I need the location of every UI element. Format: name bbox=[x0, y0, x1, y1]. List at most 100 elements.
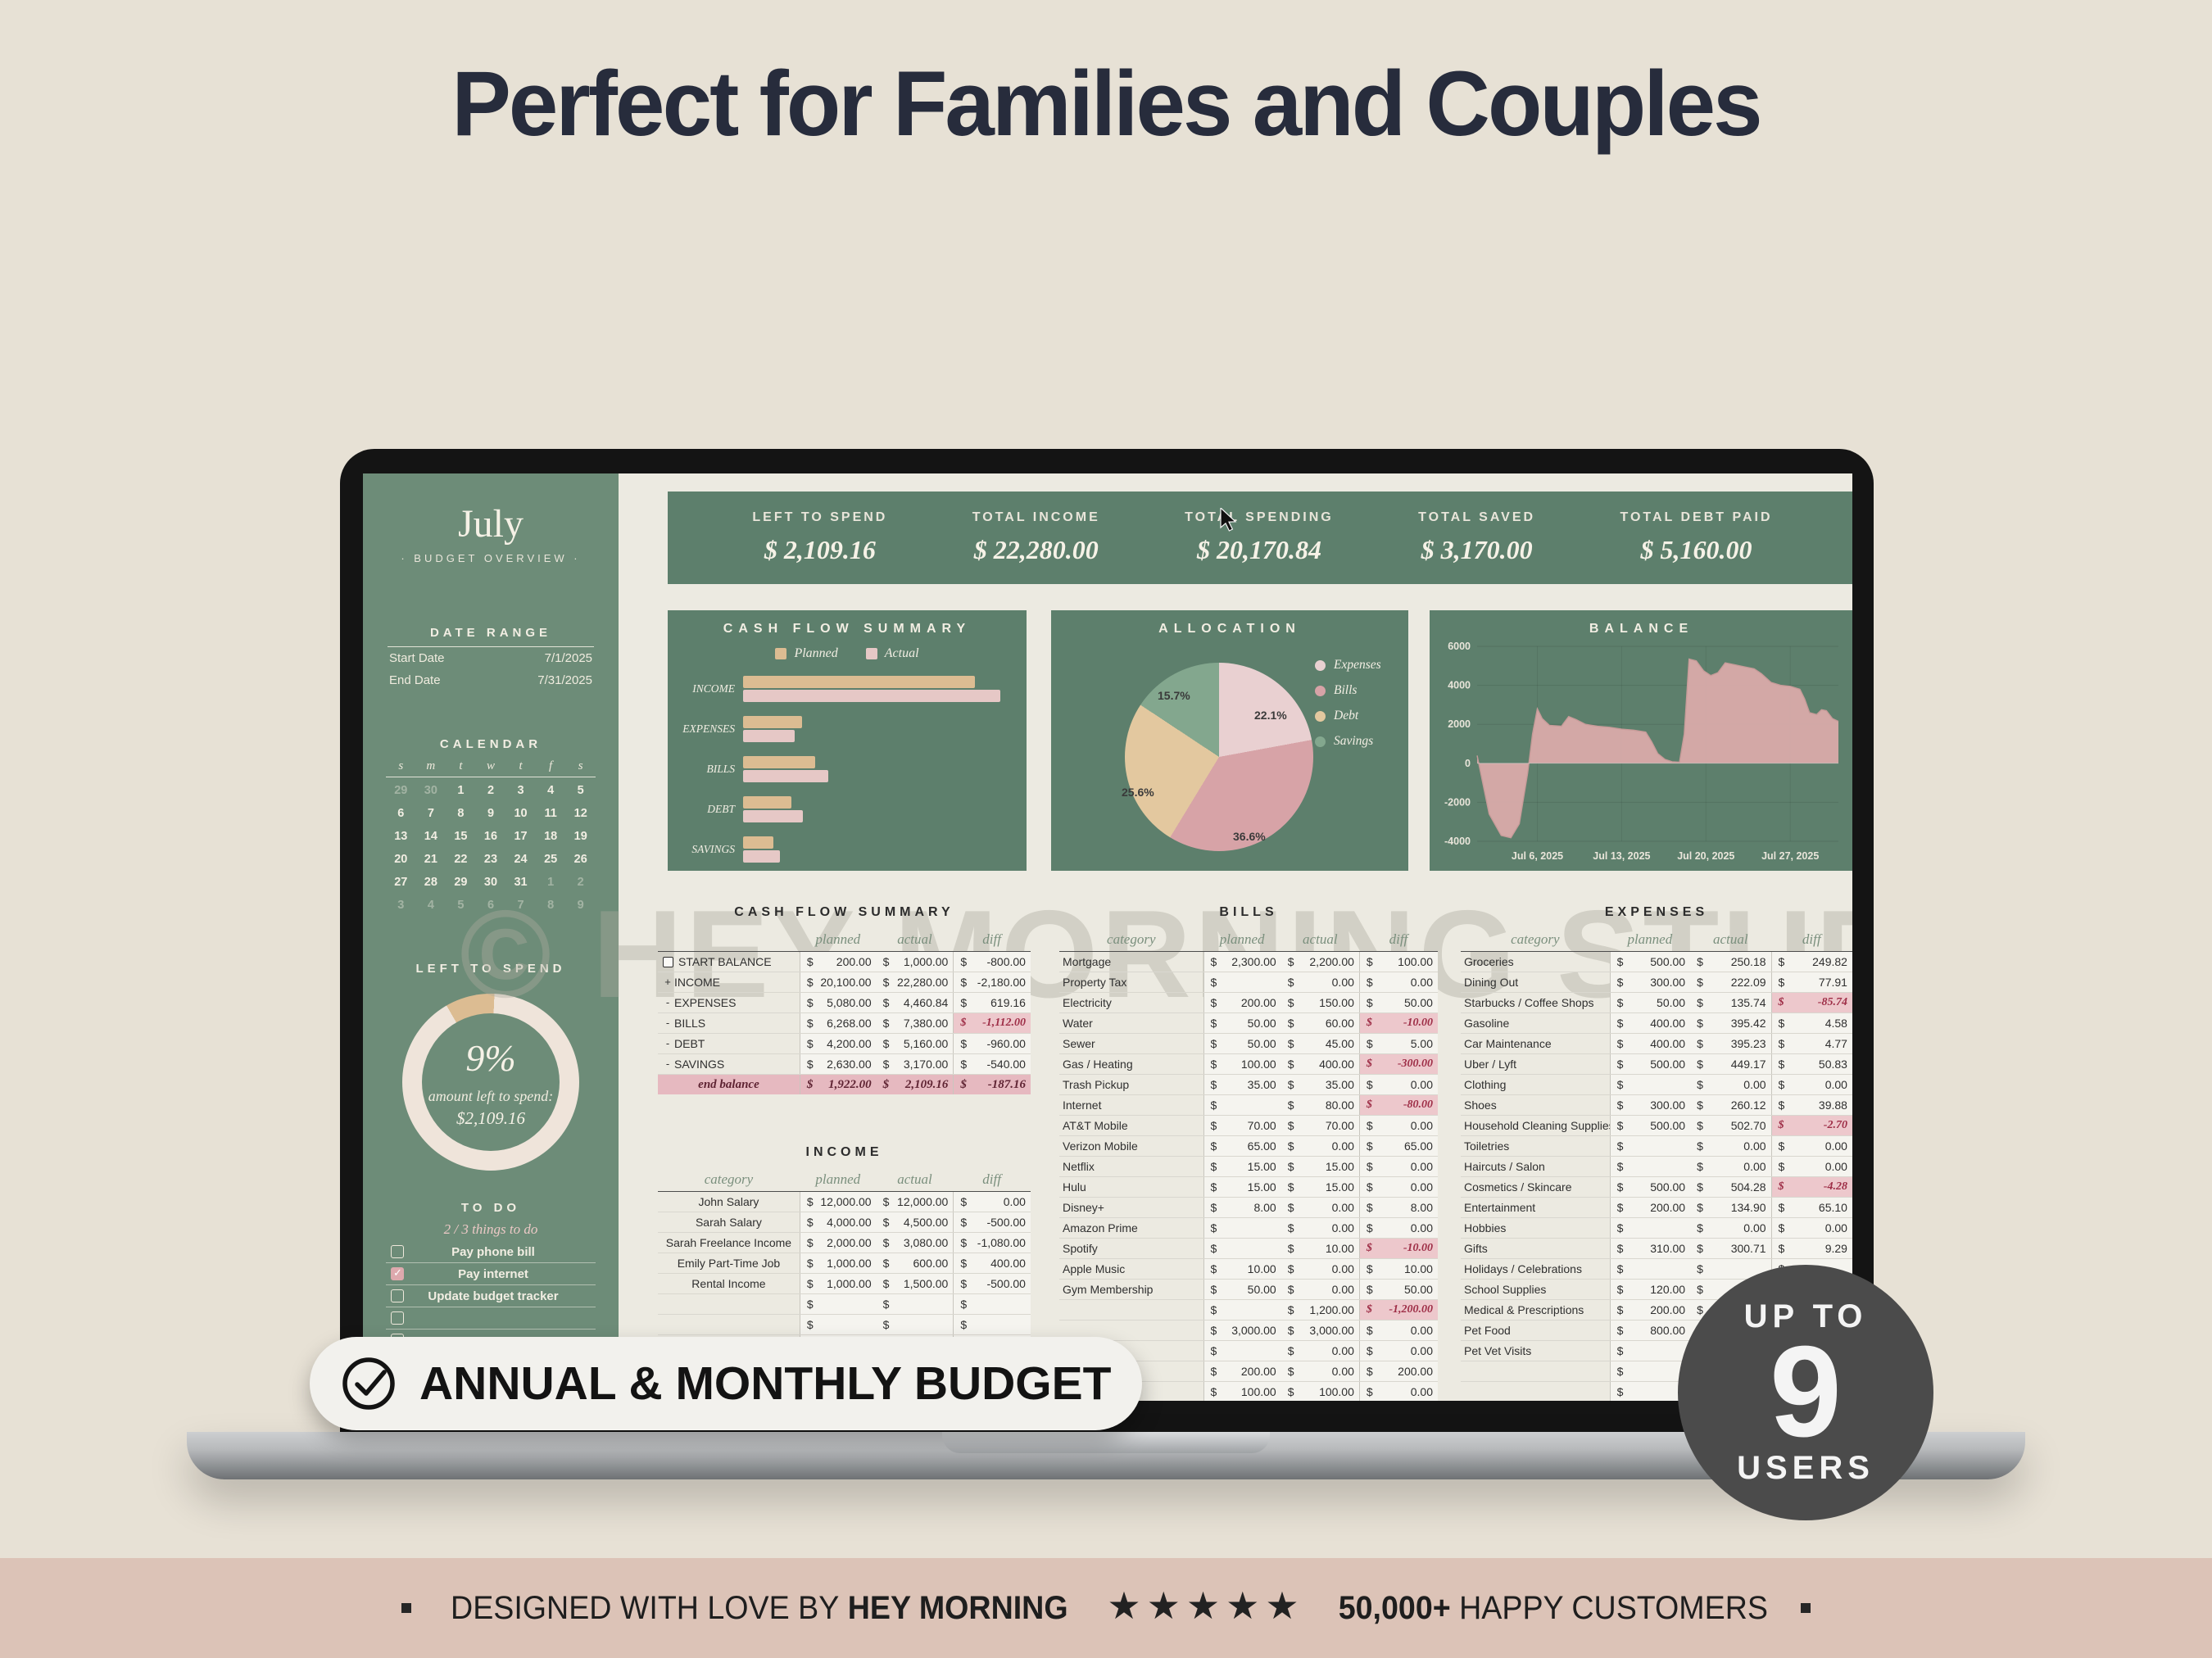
todo-item: Update budget tracker bbox=[386, 1285, 596, 1307]
calendar-day[interactable]: 1 bbox=[547, 876, 555, 889]
calendar-day[interactable]: 28 bbox=[424, 876, 437, 889]
calendar-day[interactable]: 29 bbox=[454, 876, 468, 889]
category-label: Starbucks / Coffee Shops bbox=[1464, 996, 1594, 1009]
dollar-sign: $ bbox=[1287, 1303, 1294, 1316]
calendar-day[interactable]: 16 bbox=[483, 830, 498, 843]
dollar-sign: $ bbox=[1210, 1303, 1217, 1316]
calendar-day[interactable]: 31 bbox=[514, 876, 528, 889]
legend-item: Bills bbox=[1315, 683, 1381, 698]
calendar-day[interactable]: 2 bbox=[487, 784, 495, 797]
legend-dot bbox=[1315, 710, 1326, 722]
calendar-day[interactable]: 30 bbox=[483, 876, 498, 889]
calendar-day[interactable]: 5 bbox=[457, 899, 465, 912]
money-cell: $0.00 bbox=[1358, 1341, 1438, 1361]
category-cell: Sarah Freelance Income bbox=[658, 1233, 800, 1253]
users-badge: UP TO 9 USERS bbox=[1678, 1265, 1933, 1520]
calendar-day[interactable]: 12 bbox=[573, 807, 587, 820]
money-cell: $35.00 bbox=[1281, 1075, 1359, 1094]
calendar-day[interactable]: 27 bbox=[394, 876, 408, 889]
month-title: July bbox=[457, 502, 524, 546]
calendar-day[interactable]: 22 bbox=[454, 853, 468, 866]
category-label: Gym Membership bbox=[1063, 1283, 1154, 1296]
calendar-day[interactable]: 26 bbox=[573, 853, 587, 866]
money-cell: $9.29 bbox=[1770, 1239, 1852, 1258]
category-label: Trash Pickup bbox=[1063, 1078, 1130, 1091]
dollar-sign: $ bbox=[882, 996, 890, 1009]
dollar-sign: $ bbox=[1287, 1119, 1294, 1132]
calendar-day[interactable]: 4 bbox=[547, 784, 555, 797]
money-cell: $300.00 bbox=[1609, 1095, 1691, 1115]
calendar-day[interactable]: 10 bbox=[514, 807, 528, 820]
calendar-day[interactable]: 15 bbox=[454, 830, 468, 843]
calendar-day[interactable]: 30 bbox=[424, 784, 437, 797]
calendar-day[interactable]: 9 bbox=[487, 807, 495, 820]
calendar-day[interactable]: 9 bbox=[577, 899, 584, 912]
calendar-day[interactable]: 8 bbox=[457, 807, 465, 820]
square-bullet-icon bbox=[401, 1603, 411, 1613]
category-label: Disney+ bbox=[1063, 1201, 1104, 1214]
calendar-day[interactable]: 24 bbox=[514, 853, 528, 866]
calendar-day[interactable]: 5 bbox=[577, 784, 584, 797]
dollar-sign: $ bbox=[1616, 1017, 1624, 1030]
left-to-spend-section: LEFT TO SPEND 9% amount left to spend: $… bbox=[363, 962, 619, 1171]
calendar-day[interactable]: 20 bbox=[394, 853, 408, 866]
calendar-day[interactable]: 11 bbox=[544, 807, 557, 820]
cell-value: 3,080.00 bbox=[903, 1236, 949, 1249]
bar-group: INCOME bbox=[668, 674, 1027, 704]
calendar-day[interactable]: 3 bbox=[517, 784, 524, 797]
category-label: Clothing bbox=[1464, 1078, 1507, 1091]
x-axis-tick: Jul 27, 2025 bbox=[1761, 850, 1819, 862]
todo-checkbox[interactable] bbox=[391, 1311, 404, 1325]
calendar-day[interactable]: 6 bbox=[487, 899, 495, 912]
checkmark-circle-icon bbox=[342, 1357, 395, 1410]
dollar-sign: $ bbox=[1616, 1180, 1624, 1194]
bar-category-label: INCOME bbox=[692, 682, 735, 695]
dollar-sign: $ bbox=[1697, 1078, 1703, 1091]
calendar-day[interactable]: 17 bbox=[514, 830, 528, 843]
money-cell: $22,280.00 bbox=[876, 972, 954, 992]
money-cell: $ -1,112.00 bbox=[953, 1013, 1031, 1033]
calendar-day[interactable]: 29 bbox=[394, 784, 408, 797]
calendar-day[interactable]: 21 bbox=[424, 853, 437, 866]
calendar-day[interactable]: 8 bbox=[547, 899, 555, 912]
calendar-day[interactable]: 23 bbox=[483, 853, 498, 866]
cell-value: 0.00 bbox=[1743, 1160, 1766, 1173]
dollar-sign: $ bbox=[1616, 1160, 1624, 1173]
stat-item: TOTAL SPENDING $ 20,170.84 bbox=[1185, 510, 1334, 565]
category-label: School Supplies bbox=[1464, 1283, 1547, 1296]
calendar-day[interactable]: 2 bbox=[577, 876, 584, 889]
dollar-sign: $ bbox=[1287, 1201, 1294, 1214]
dollar-sign: $ bbox=[1287, 1221, 1294, 1234]
calendar-day[interactable]: 1 bbox=[457, 784, 465, 797]
calendar-day[interactable]: 4 bbox=[427, 899, 434, 912]
cell-value: 5,080.00 bbox=[827, 996, 872, 1009]
legend-dot bbox=[1315, 736, 1326, 747]
todo-checkbox[interactable] bbox=[391, 1266, 404, 1280]
todo-checkbox[interactable] bbox=[391, 1289, 404, 1302]
pie-slice-label: 22.1% bbox=[1254, 709, 1287, 722]
calendar-day[interactable]: 6 bbox=[397, 807, 405, 820]
row-checkbox[interactable] bbox=[663, 956, 673, 967]
dollar-sign: $ bbox=[1778, 1099, 1785, 1112]
calendar-day[interactable]: 3 bbox=[397, 899, 405, 912]
money-cell: $ bbox=[1609, 1075, 1691, 1094]
cell-value: 0.00 bbox=[1003, 1195, 1026, 1208]
footer-label: end balance bbox=[658, 1075, 800, 1094]
calendar-day[interactable]: 7 bbox=[517, 899, 524, 912]
bar-pair bbox=[743, 714, 1027, 744]
money-cell: $15.00 bbox=[1281, 1177, 1359, 1197]
calendar-day[interactable]: 14 bbox=[424, 830, 437, 843]
category-cell: John Salary bbox=[658, 1192, 800, 1212]
calendar-day[interactable]: 13 bbox=[394, 830, 408, 843]
money-cell: $249.82 bbox=[1770, 952, 1852, 972]
dollar-sign: $ bbox=[806, 1195, 814, 1208]
calendar-day[interactable]: 19 bbox=[573, 830, 587, 843]
calendar-day[interactable]: 18 bbox=[544, 830, 558, 843]
calendar-day[interactable]: 7 bbox=[427, 807, 434, 820]
category-label: Car Maintenance bbox=[1464, 1037, 1552, 1050]
todo-checkbox[interactable] bbox=[391, 1245, 404, 1258]
money-cell: $4,500.00 bbox=[876, 1212, 954, 1232]
cell-value: 45.00 bbox=[1325, 1037, 1354, 1050]
date-range-label: End Date bbox=[389, 673, 441, 687]
calendar-day[interactable]: 25 bbox=[544, 853, 558, 866]
